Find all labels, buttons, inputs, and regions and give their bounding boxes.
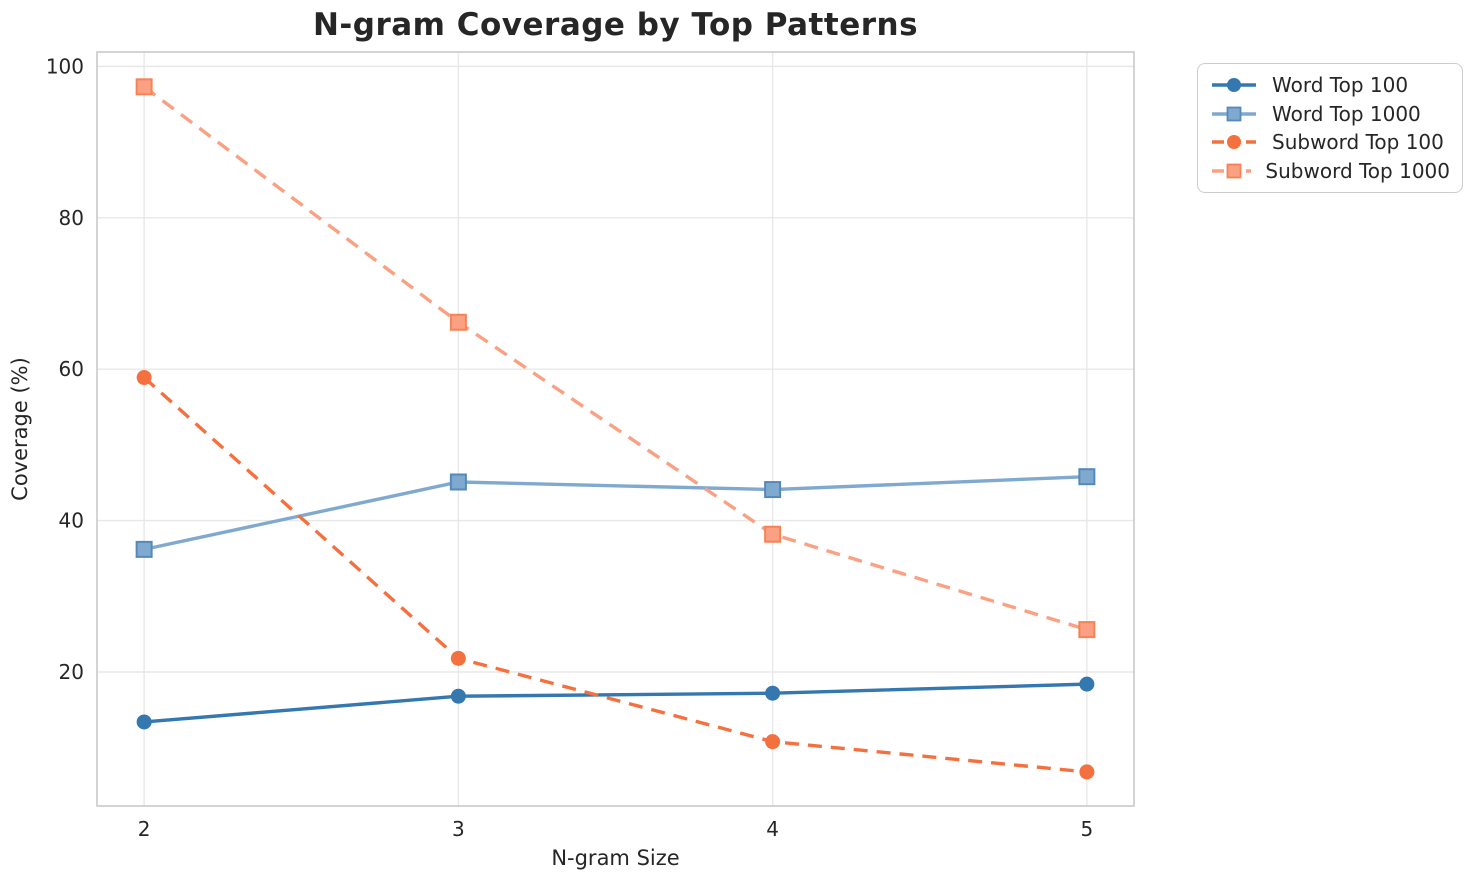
legend-label-word-top-1000: Word Top 1000 <box>1272 101 1421 126</box>
marker-word-top-100-x4 <box>765 685 781 701</box>
legend-swatch-word-top-1000 <box>1212 106 1256 122</box>
legend-label-word-top-100: Word Top 100 <box>1272 73 1409 98</box>
marker-subword-top-100-x4 <box>765 734 781 750</box>
marker-word-top-100-x3 <box>450 688 466 704</box>
legend-label-subword-top-100: Subword Top 100 <box>1272 130 1444 155</box>
plot-border <box>96 51 1135 807</box>
marker-subword-top-1000-x4 <box>764 525 782 543</box>
series-line-word-top-100 <box>143 682 1087 724</box>
legend-item-subword-top-100: Subword Top 100 <box>1210 130 1450 154</box>
series-line-word-top-1000 <box>143 474 1087 552</box>
legend: Word Top 100 Word Top 1000 Subword Top 100… <box>1197 63 1463 193</box>
y-axis-label: Coverage (%) <box>8 357 32 501</box>
marker-subword-top-1000-x5 <box>1078 621 1096 639</box>
marker-subword-top-1000-x2 <box>135 78 153 96</box>
x-tick-3: 3 <box>452 817 465 841</box>
marker-subword-top-100-x3 <box>450 650 466 666</box>
marker-word-top-100-x2 <box>136 714 152 730</box>
marker-word-top-1000-x3 <box>449 473 467 491</box>
marker-word-top-1000-x4 <box>764 481 782 499</box>
y-tick-20: 20 <box>59 660 84 684</box>
y-tick-80: 80 <box>59 206 84 230</box>
x-tick-5: 5 <box>1080 817 1093 841</box>
y-tick-100: 100 <box>46 54 84 78</box>
x-tick-4: 4 <box>766 817 779 841</box>
legend-item-word-top-1000: Word Top 1000 <box>1210 102 1450 126</box>
legend-item-word-top-100: Word Top 100 <box>1210 73 1450 97</box>
chart-title: N-gram Coverage by Top Patterns <box>312 7 919 43</box>
y-tick-40: 40 <box>59 509 84 533</box>
legend-swatch-word-top-100 <box>1212 78 1256 93</box>
marker-subword-top-100-x5 <box>1079 764 1095 780</box>
x-tick-2: 2 <box>138 817 151 841</box>
marker-word-top-1000-x2 <box>135 540 153 558</box>
legend-swatch-subword-top-1000 <box>1212 163 1252 179</box>
legend-label-subword-top-1000: Subword Top 1000 <box>1265 158 1450 183</box>
series-line-subword-top-1000 <box>143 85 1088 632</box>
legend-swatch-subword-top-100 <box>1212 135 1256 150</box>
marker-subword-top-100-x2 <box>136 370 152 386</box>
x-axis-label: N-gram Size <box>551 846 680 870</box>
marker-subword-top-1000-x3 <box>449 313 467 331</box>
series-line-subword-top-100 <box>143 376 1088 774</box>
marker-word-top-100-x5 <box>1079 676 1095 692</box>
legend-item-subword-top-1000: Subword Top 1000 <box>1210 159 1450 183</box>
marker-word-top-1000-x5 <box>1078 468 1096 486</box>
y-tick-60: 60 <box>59 357 84 381</box>
